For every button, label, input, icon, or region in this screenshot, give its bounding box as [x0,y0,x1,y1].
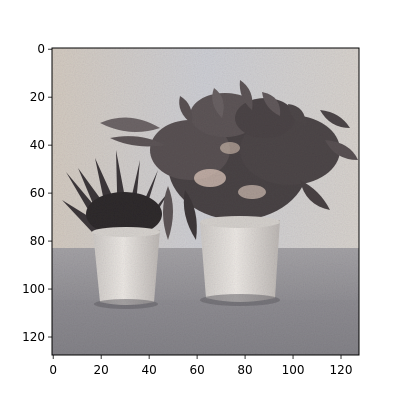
y-tick-label: 120 [22,330,45,344]
x-axis-ticks: 0 20 40 60 80 100 120 [49,355,352,377]
y-tick-label: 40 [30,138,45,152]
x-tick-label: 100 [282,363,305,377]
x-tick-label: 0 [49,363,57,377]
y-tick-label: 60 [30,186,45,200]
x-tick-label: 120 [330,363,353,377]
y-tick-label: 80 [30,234,45,248]
right-pot [200,220,280,302]
x-tick-label: 80 [237,363,252,377]
image-frame [51,47,360,356]
y-tick-label: 0 [37,42,45,56]
x-tick-label: 20 [94,363,109,377]
photo [52,48,359,355]
right-plant-leaves [100,80,358,240]
left-pot [93,230,160,305]
x-tick-label: 60 [189,363,204,377]
y-tick-label: 20 [30,90,45,104]
y-tick-label: 100 [22,282,45,296]
y-axis-ticks: 0 20 40 60 80 100 120 [22,42,52,344]
x-tick-label: 40 [141,363,156,377]
left-plant-leaves [62,150,170,236]
